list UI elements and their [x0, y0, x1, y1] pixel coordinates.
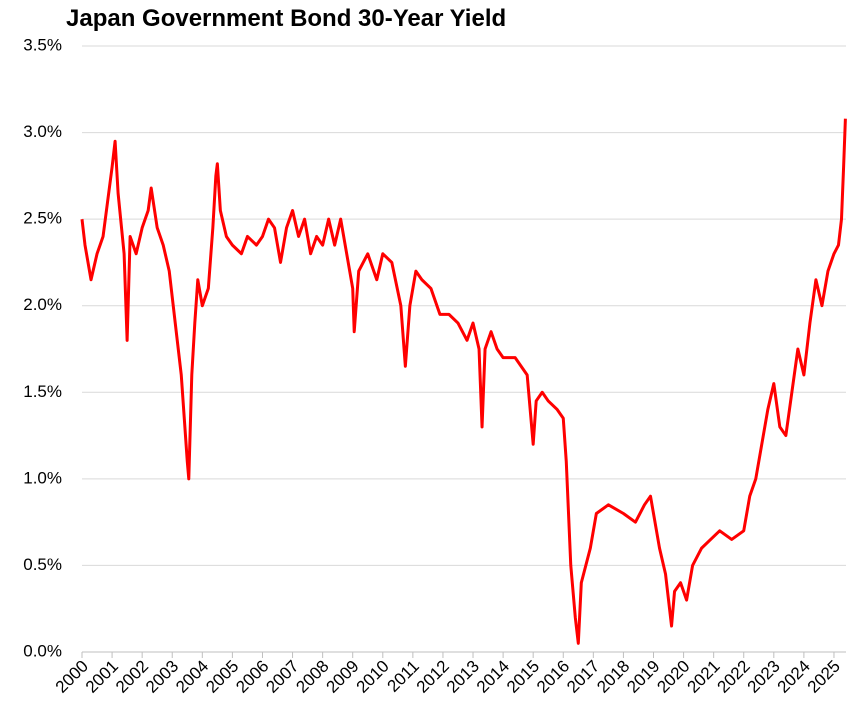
x-tick-label: 2009 [323, 657, 363, 697]
x-tick-label: 2014 [473, 657, 513, 697]
x-tick-label: 2024 [774, 657, 814, 697]
x-tick-label: 2002 [112, 657, 152, 697]
x-tick-label: 2021 [683, 657, 723, 697]
x-tick-label: 2012 [413, 657, 453, 697]
y-tick-label: 1.0% [23, 468, 62, 487]
x-tick-label: 2010 [353, 657, 393, 697]
x-tick-label: 2015 [503, 657, 543, 697]
x-tick-label: 2019 [623, 657, 663, 697]
x-tick-label: 2006 [232, 657, 272, 697]
y-tick-label: 0.0% [23, 641, 62, 660]
x-tick-label: 2017 [563, 657, 603, 697]
y-tick-label: 2.5% [23, 209, 62, 228]
data-line [80, 118, 847, 645]
x-tick-label: 2011 [384, 657, 423, 696]
x-tick-label: 2013 [443, 657, 483, 697]
y-tick-label: 0.5% [23, 555, 62, 574]
chart-title: Japan Government Bond 30-Year Yield [66, 5, 506, 32]
x-tick-label: 2003 [142, 657, 182, 697]
y-tick-label: 3.0% [23, 122, 62, 141]
x-tick-label: 2005 [202, 657, 242, 697]
y-tick-label: 2.0% [23, 295, 62, 314]
x-tick-label: 2022 [714, 657, 754, 697]
x-tick-label: 2023 [744, 657, 784, 697]
x-tick-label: 2001 [82, 657, 122, 697]
x-tick-label: 2007 [262, 657, 302, 697]
x-tick-label: 2018 [593, 657, 633, 697]
x-tick-label: 2000 [52, 657, 92, 697]
x-tick-label: 2016 [533, 657, 573, 697]
y-tick-label: 1.5% [23, 382, 62, 401]
x-tick-label: 2020 [653, 657, 693, 697]
x-tick-label: 2004 [172, 657, 212, 697]
x-tick-label: 2025 [804, 657, 844, 697]
x-tick-label: 2008 [292, 657, 332, 697]
y-tick-label: 3.5% [23, 35, 62, 54]
